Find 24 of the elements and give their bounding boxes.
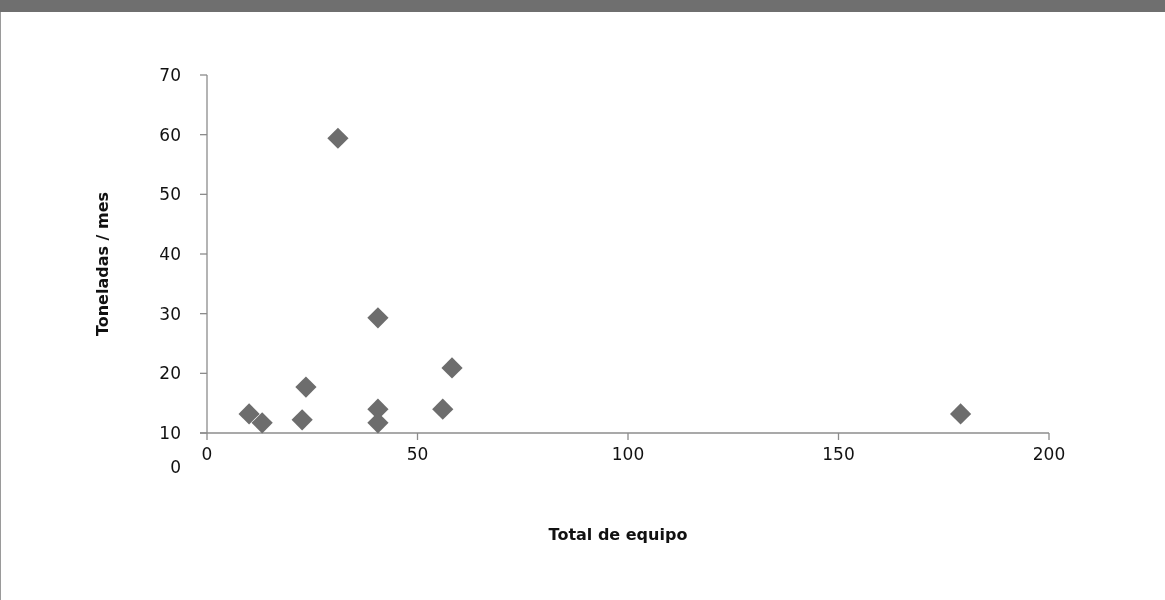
y-tick-label: 50 — [159, 184, 181, 205]
y-tick-label: 20 — [159, 363, 181, 384]
point — [295, 376, 317, 398]
x-axis-title: Total de equipo — [548, 525, 688, 544]
point — [291, 409, 313, 431]
y-tick-label: 10 — [159, 422, 181, 443]
x-tick-label: 100 — [611, 444, 645, 464]
point — [327, 127, 349, 149]
y-tick-label: 60 — [159, 124, 181, 145]
y-tick-label: 70 — [159, 64, 181, 85]
point — [251, 412, 273, 434]
y-tick-label: 40 — [159, 243, 181, 264]
text: 0 — [170, 457, 181, 477]
y-tick-label: 30 — [159, 303, 181, 324]
point — [367, 307, 389, 329]
point — [441, 357, 463, 379]
x-tick-label: 150 — [822, 444, 855, 464]
x-tick-label: 200 — [1032, 444, 1066, 464]
y-axis-title: Toneladas / mes — [93, 191, 112, 337]
point — [432, 398, 454, 420]
x-tick-label: 50 — [406, 444, 429, 464]
x-tick-label: 0 — [201, 444, 213, 464]
point — [238, 403, 260, 425]
point — [949, 403, 972, 425]
